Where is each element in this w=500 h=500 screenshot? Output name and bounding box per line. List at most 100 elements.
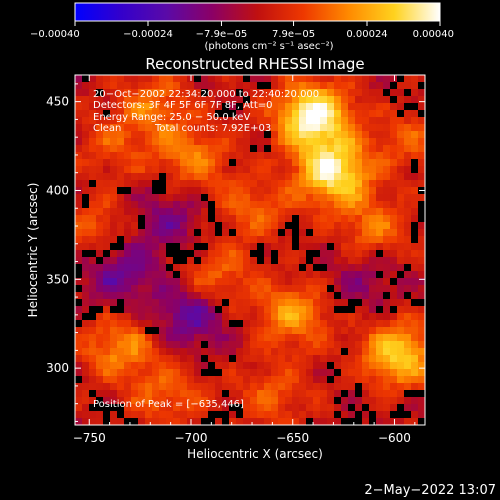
heatmap-cell: [327, 96, 335, 104]
heatmap-cell: [110, 320, 118, 328]
heatmap-cell: [180, 236, 188, 244]
heatmap-cell: [418, 117, 425, 125]
heatmap-cell: [418, 271, 425, 279]
heatmap-cell: [131, 292, 139, 300]
heatmap-cell: [341, 278, 349, 286]
heatmap-cell: [383, 369, 391, 377]
heatmap-cell: [369, 327, 377, 335]
heatmap-cell: [250, 222, 258, 230]
heatmap-cell: [166, 355, 174, 363]
heatmap-cell: [215, 75, 223, 83]
heatmap-cell: [159, 110, 167, 118]
heatmap-cell: [404, 138, 412, 146]
heatmap-cell: [173, 278, 181, 286]
heatmap-cell: [369, 243, 377, 251]
heatmap-cell: [264, 222, 272, 230]
heatmap-cell: [82, 334, 90, 342]
heatmap-cell: [341, 320, 349, 328]
heatmap-cell: [369, 292, 377, 300]
heatmap-cell: [362, 313, 370, 321]
heatmap-cell: [194, 222, 202, 230]
heatmap-cell: [180, 327, 188, 335]
heatmap-cell: [124, 320, 132, 328]
heatmap-cell: [96, 103, 104, 111]
heatmap-cell: [89, 159, 97, 167]
heatmap-cell: [152, 306, 160, 314]
heatmap-cell: [250, 75, 258, 83]
heatmap-cell: [418, 159, 425, 167]
heatmap-cell: [334, 243, 342, 251]
heatmap-cell: [201, 313, 209, 321]
heatmap-cell: [362, 355, 370, 363]
heatmap-cell: [348, 327, 356, 335]
heatmap-cell: [215, 82, 223, 90]
heatmap-cell: [159, 418, 167, 425]
heatmap-cell: [348, 334, 356, 342]
heatmap-cell: [341, 411, 349, 419]
heatmap-cell: [243, 208, 251, 216]
heatmap-cell: [299, 110, 307, 118]
heatmap-cell: [236, 299, 244, 307]
heatmap-cell: [131, 103, 139, 111]
heatmap-cell: [411, 201, 419, 209]
heatmap-cell: [292, 355, 300, 363]
heatmap-cell: [194, 180, 202, 188]
heatmap-cell: [215, 369, 223, 377]
heatmap-cell: [208, 229, 216, 237]
heatmap-cell: [96, 348, 104, 356]
heatmap-cell: [320, 180, 328, 188]
heatmap-cell: [117, 369, 125, 377]
heatmap-cell: [75, 390, 83, 398]
heatmap-cell: [215, 180, 223, 188]
heatmap-cell: [159, 341, 167, 349]
heatmap-cell: [131, 404, 139, 412]
heatmap-cell: [250, 110, 258, 118]
heatmap-cell: [257, 411, 265, 419]
heatmap-cell: [201, 229, 209, 237]
heatmap-cell: [215, 327, 223, 335]
heatmap-cell: [124, 355, 132, 363]
heatmap-cell: [369, 194, 377, 202]
heatmap-cell: [243, 243, 251, 251]
heatmap-cell: [103, 173, 111, 181]
heatmap-cell: [264, 138, 272, 146]
heatmap-cell: [187, 376, 195, 384]
heatmap-cell: [383, 348, 391, 356]
heatmap-cell: [89, 369, 97, 377]
heatmap-cell: [180, 180, 188, 188]
heatmap-cell: [96, 159, 104, 167]
heatmap-cell: [124, 89, 132, 97]
heatmap-cell: [369, 89, 377, 97]
heatmap-cell: [299, 96, 307, 104]
heatmap-cell: [159, 278, 167, 286]
heatmap-cell: [145, 383, 153, 391]
heatmap-cell: [110, 138, 118, 146]
heatmap-cell: [173, 383, 181, 391]
heatmap-cell: [131, 96, 139, 104]
heatmap-cell: [355, 362, 363, 370]
heatmap-cell: [82, 166, 90, 174]
heatmap-cell: [229, 103, 237, 111]
heatmap-cell: [236, 103, 244, 111]
heatmap-cell: [131, 75, 139, 83]
heatmap-cell: [369, 201, 377, 209]
heatmap-cell: [243, 306, 251, 314]
heatmap-cell: [159, 397, 167, 405]
heatmap-cell: [110, 376, 118, 384]
heatmap-cell: [159, 124, 167, 132]
y-tick-label: 450: [46, 95, 69, 109]
heatmap-cell: [145, 201, 153, 209]
heatmap-cell: [383, 131, 391, 139]
heatmap-cell: [82, 75, 90, 83]
heatmap-cell: [215, 166, 223, 174]
heatmap-cell: [327, 362, 335, 370]
heatmap-cell: [75, 208, 83, 216]
heatmap-cell: [166, 292, 174, 300]
heatmap-cell: [404, 131, 412, 139]
heatmap-cell: [96, 236, 104, 244]
heatmap-cell: [257, 355, 265, 363]
heatmap-cell: [89, 341, 97, 349]
heatmap-cell: [208, 390, 216, 398]
heatmap-cell: [418, 250, 425, 258]
heatmap-cell: [369, 320, 377, 328]
